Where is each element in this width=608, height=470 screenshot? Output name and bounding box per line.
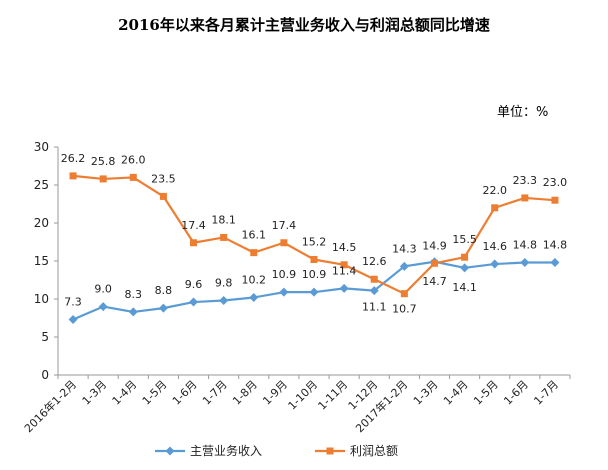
legend-label: 利润总额	[350, 444, 398, 458]
data-point	[190, 239, 198, 247]
x-tick-label: 1-4月	[110, 378, 140, 408]
legend-label: 主营业务收入	[190, 443, 262, 458]
x-tick-label: 2016年1-2月	[21, 377, 79, 435]
data-label: 14.5	[332, 241, 357, 254]
data-point	[339, 283, 349, 293]
data-label: 14.6	[482, 240, 507, 253]
unit-label: 单位：%	[497, 105, 549, 120]
data-point	[521, 194, 529, 202]
data-point	[129, 173, 137, 181]
y-tick-label: 0	[41, 368, 49, 382]
data-label: 9.6	[185, 278, 203, 291]
chart-title: 2016年以来各月累计主营业务收入与利润总额同比增速	[118, 16, 490, 34]
data-label: 14.9	[422, 239, 447, 252]
data-point	[460, 263, 470, 273]
data-point	[219, 296, 229, 306]
data-label: 14.8	[513, 239, 538, 252]
y-tick-label: 5	[41, 330, 49, 344]
x-tick-label: 1-3月	[80, 378, 110, 408]
data-label: 8.8	[155, 284, 173, 297]
data-label: 23.0	[543, 176, 568, 189]
x-tick-label: 1-8月	[230, 378, 260, 408]
data-point	[340, 261, 348, 269]
data-label: 15.2	[302, 235, 327, 248]
data-label: 16.1	[242, 229, 267, 242]
data-label: 10.7	[392, 303, 417, 316]
data-point	[68, 315, 78, 325]
data-point	[430, 259, 438, 267]
data-label: 14.8	[543, 239, 568, 252]
data-label: 17.4	[181, 219, 206, 232]
data-point	[98, 302, 108, 312]
data-point	[159, 192, 167, 200]
data-label: 10.9	[272, 268, 297, 281]
data-point	[128, 307, 138, 317]
data-label: 11.1	[362, 301, 387, 314]
data-label: 17.4	[272, 219, 297, 232]
y-tick-label: 15	[34, 254, 49, 268]
data-label: 9.0	[94, 283, 112, 296]
data-point	[189, 297, 199, 307]
y-tick-label: 25	[34, 178, 49, 192]
data-label: 9.8	[215, 277, 233, 290]
data-point	[461, 253, 469, 261]
data-label: 26.2	[61, 152, 86, 165]
data-point	[490, 259, 500, 269]
data-label: 22.0	[482, 184, 507, 197]
data-point	[309, 287, 319, 297]
data-point	[400, 290, 408, 298]
data-label: 11.4	[332, 264, 357, 277]
data-label: 23.5	[151, 172, 176, 185]
y-tick-label: 30	[34, 140, 49, 154]
y-tick-label: 20	[34, 216, 49, 230]
data-label: 23.3	[513, 174, 538, 187]
x-tick-label: 1-5月	[140, 378, 170, 408]
series-markers	[68, 172, 560, 325]
x-tick-label: 1-7月	[531, 378, 561, 408]
x-tick-label: 1-7月	[200, 378, 230, 408]
legend: 主营业务收入 利润总额	[155, 443, 398, 458]
data-point	[280, 239, 288, 247]
data-point	[99, 175, 107, 183]
data-label: 10.2	[242, 273, 267, 286]
data-label: 12.6	[362, 255, 387, 268]
x-tick-label: 1-6月	[170, 378, 200, 408]
data-point	[550, 258, 560, 268]
x-tick-label: 1-3月	[411, 378, 441, 408]
x-tick-label: 1-10月	[285, 378, 320, 413]
x-tick-label: 1-6月	[501, 378, 531, 408]
data-point	[491, 204, 499, 212]
data-point	[250, 249, 258, 257]
data-label: 14.3	[392, 242, 417, 255]
x-tick-label: 1-11月	[316, 378, 351, 413]
data-point	[551, 196, 559, 204]
legend-marker	[326, 447, 334, 455]
data-point	[220, 233, 228, 241]
x-tick-label: 1-5月	[471, 378, 501, 408]
data-label: 18.1	[211, 213, 236, 226]
data-point	[520, 258, 530, 268]
data-label: 8.3	[125, 288, 143, 301]
data-label: 14.7	[422, 275, 447, 288]
data-point	[310, 255, 318, 263]
data-label: 15.5	[452, 233, 477, 246]
data-point	[158, 303, 168, 313]
data-label: 10.9	[302, 268, 327, 281]
y-tick-label: 10	[34, 292, 49, 306]
data-point	[370, 275, 378, 283]
data-label: 14.1	[452, 281, 477, 294]
data-point	[69, 172, 77, 180]
data-label: 25.8	[91, 155, 116, 168]
data-label: 7.3	[64, 296, 82, 309]
data-labels: 7.3 9.0 8.3 8.8 9.6 9.8 10.2 10.9 10.9 11.4 11.1 14…	[61, 152, 567, 316]
data-label: 26.0	[121, 153, 146, 166]
x-tick-label: 1-4月	[441, 378, 471, 408]
data-point	[249, 292, 259, 302]
legend-marker	[165, 446, 175, 456]
data-point	[369, 286, 379, 296]
data-point	[399, 261, 409, 271]
data-point	[279, 287, 289, 297]
